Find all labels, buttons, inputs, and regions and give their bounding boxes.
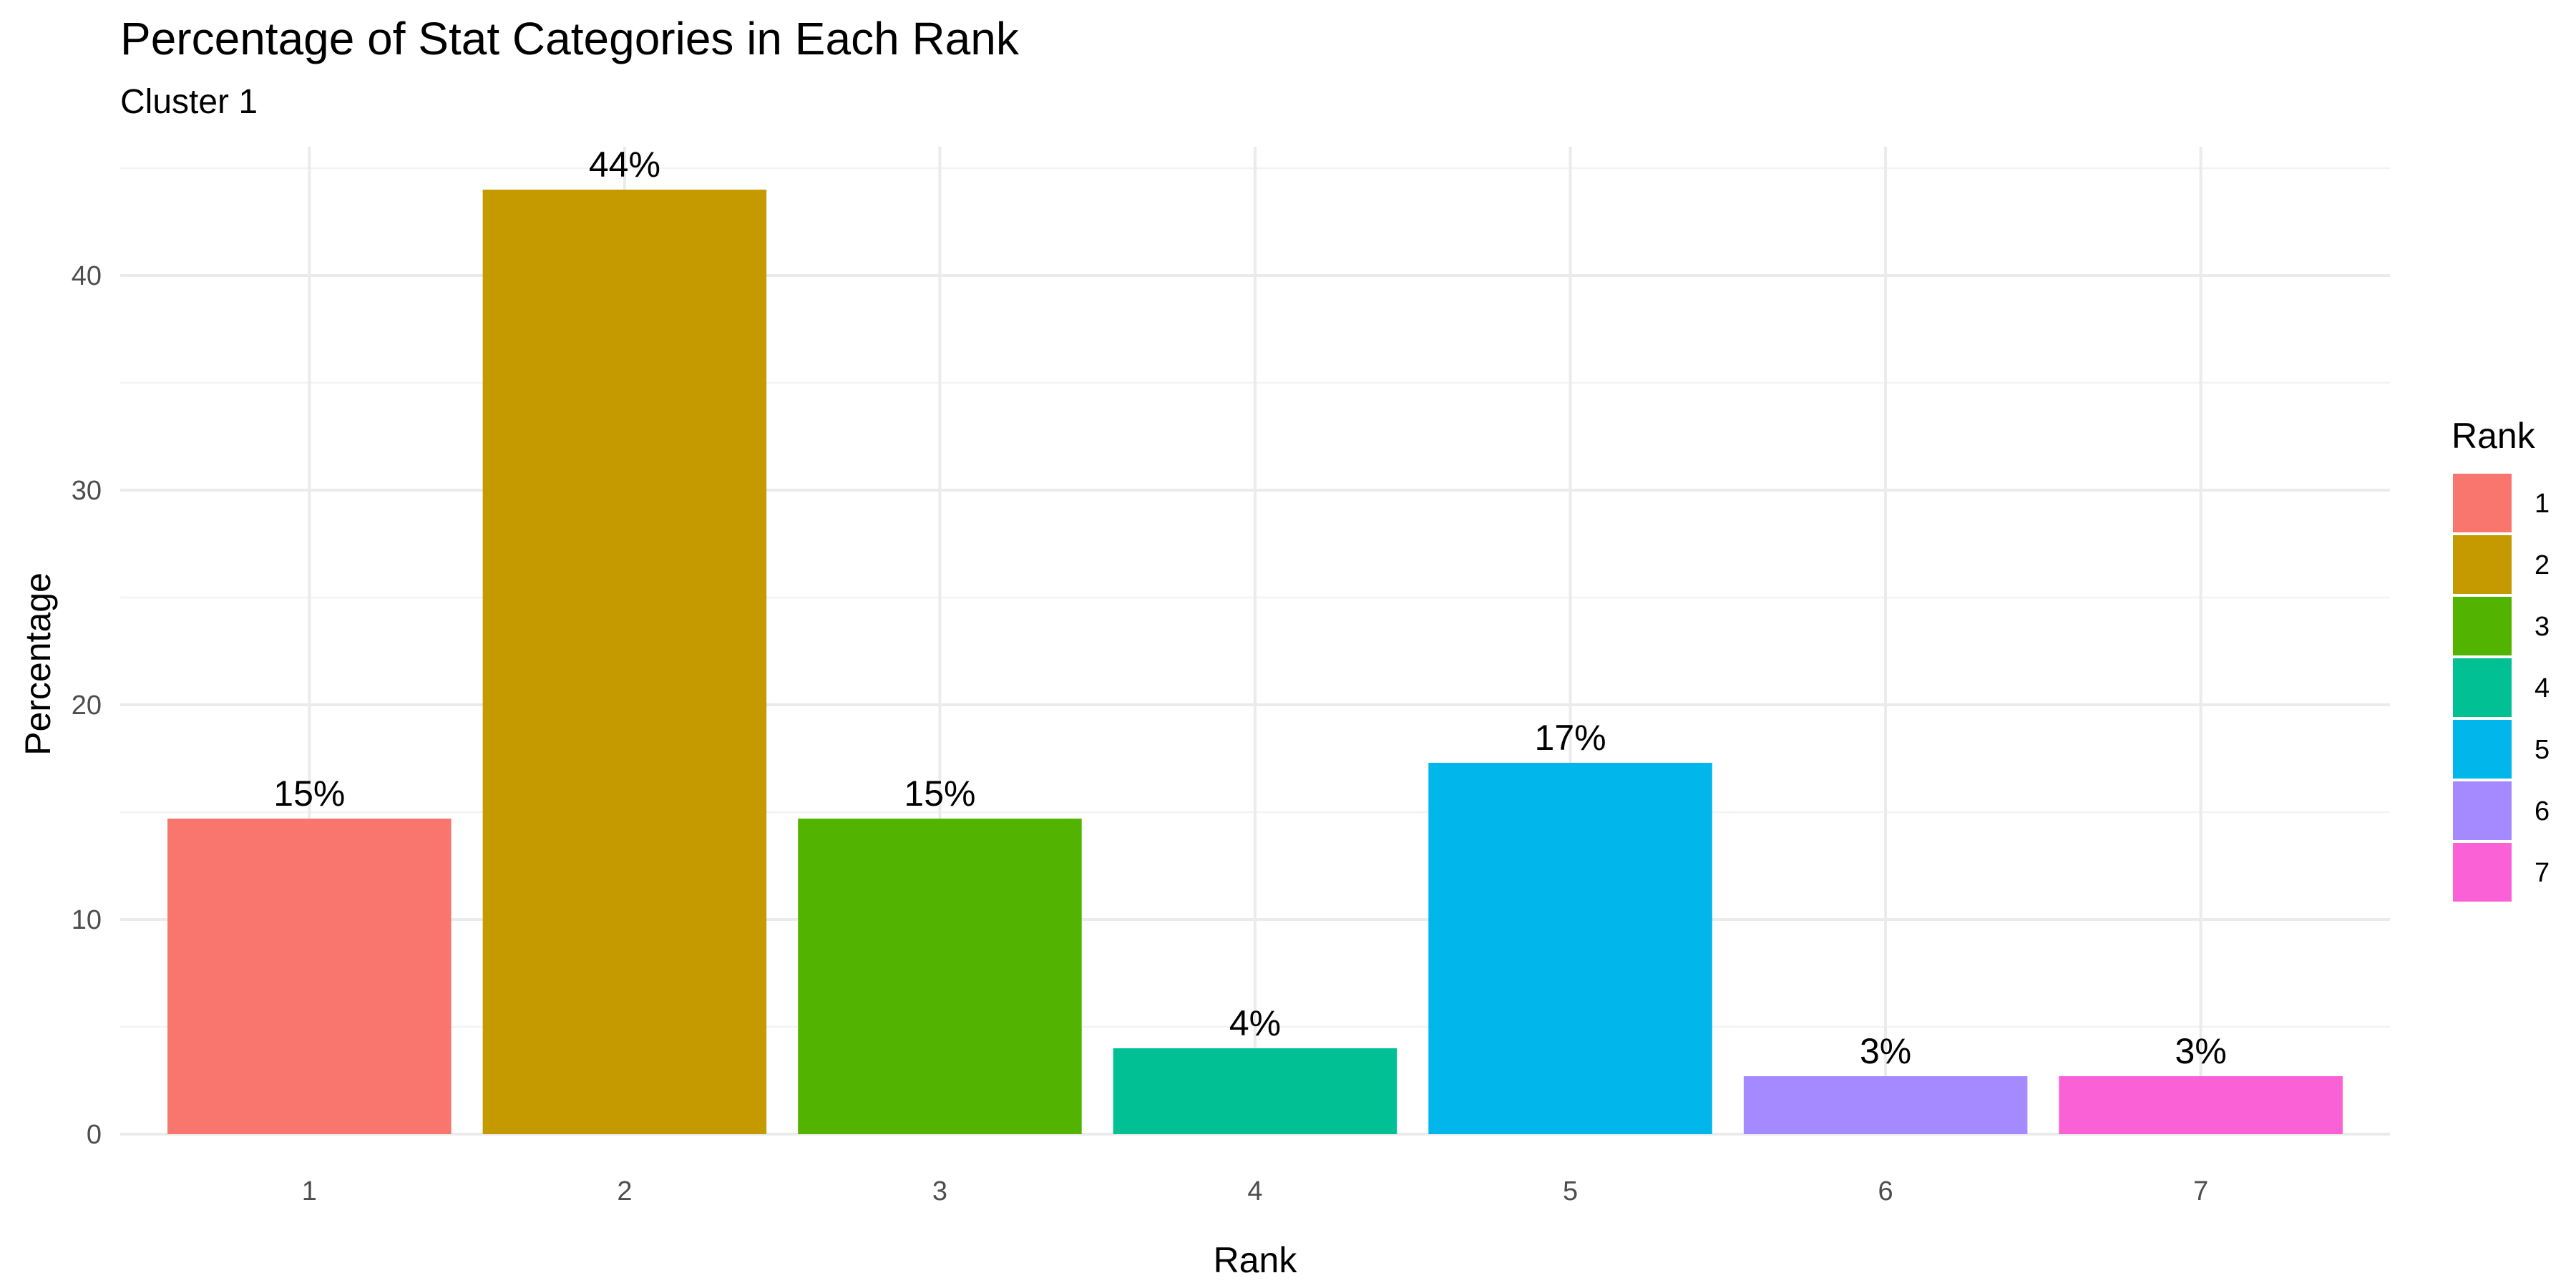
data-label: 4% — [1229, 1003, 1281, 1043]
y-tick-label: 40 — [72, 261, 102, 291]
legend-key — [2453, 597, 2512, 655]
data-label: 44% — [589, 145, 660, 185]
bar-rank-4 — [1113, 1048, 1397, 1134]
x-axis: 1 2 3 4 5 6 7 — [302, 1176, 2208, 1206]
gridlines — [120, 147, 2390, 1136]
y-axis-title: Percentage — [18, 572, 58, 756]
bar-rank-1 — [167, 819, 452, 1134]
data-label: 17% — [1535, 718, 1606, 758]
chart-title: Percentage of Stat Categories in Each Ra… — [120, 13, 1020, 64]
x-tick-label: 5 — [1563, 1176, 1578, 1206]
bar-rank-6 — [1743, 1076, 2028, 1134]
x-tick-label: 6 — [1878, 1176, 1893, 1206]
bar-rank-2 — [482, 190, 767, 1134]
x-tick-label: 1 — [302, 1176, 317, 1206]
y-tick-label: 20 — [72, 691, 102, 721]
data-labels: 15% 44% 15% 4% 17% 3% 3% — [273, 145, 2227, 1071]
legend-key — [2453, 720, 2512, 779]
x-tick-label: 4 — [1247, 1176, 1262, 1206]
x-tick-label: 2 — [617, 1176, 632, 1206]
data-label: 15% — [273, 774, 345, 814]
x-axis-title: Rank — [1214, 1240, 1298, 1280]
bars — [167, 190, 2343, 1134]
x-tick-label: 7 — [2193, 1176, 2208, 1206]
legend-label: 4 — [2534, 673, 2550, 703]
legend-label: 7 — [2534, 858, 2550, 888]
bar-rank-3 — [798, 819, 1082, 1134]
y-axis: 0 10 20 30 40 — [72, 261, 102, 1150]
legend-label: 3 — [2534, 612, 2550, 642]
x-tick-label: 3 — [932, 1176, 947, 1206]
y-tick-label: 30 — [72, 476, 102, 506]
legend-label: 5 — [2534, 735, 2550, 765]
y-tick-label: 10 — [72, 905, 102, 935]
legend-key — [2453, 781, 2512, 840]
data-label: 3% — [1860, 1031, 1911, 1071]
chart-subtitle: Cluster 1 — [120, 83, 258, 121]
bar-rank-5 — [1428, 763, 1712, 1134]
data-label: 3% — [2175, 1031, 2227, 1071]
legend-title: Rank — [2451, 416, 2536, 456]
legend-label: 2 — [2534, 550, 2550, 580]
y-tick-label: 0 — [87, 1120, 102, 1150]
data-label: 15% — [904, 774, 975, 814]
legend-key — [2453, 474, 2512, 532]
bar-rank-7 — [2059, 1076, 2343, 1134]
legend-label: 6 — [2534, 796, 2550, 826]
legend: Rank 1 2 3 4 5 6 7 — [2451, 416, 2550, 902]
legend-key — [2453, 658, 2512, 717]
legend-key — [2453, 843, 2512, 902]
legend-key — [2453, 535, 2512, 594]
legend-label: 1 — [2534, 489, 2550, 519]
